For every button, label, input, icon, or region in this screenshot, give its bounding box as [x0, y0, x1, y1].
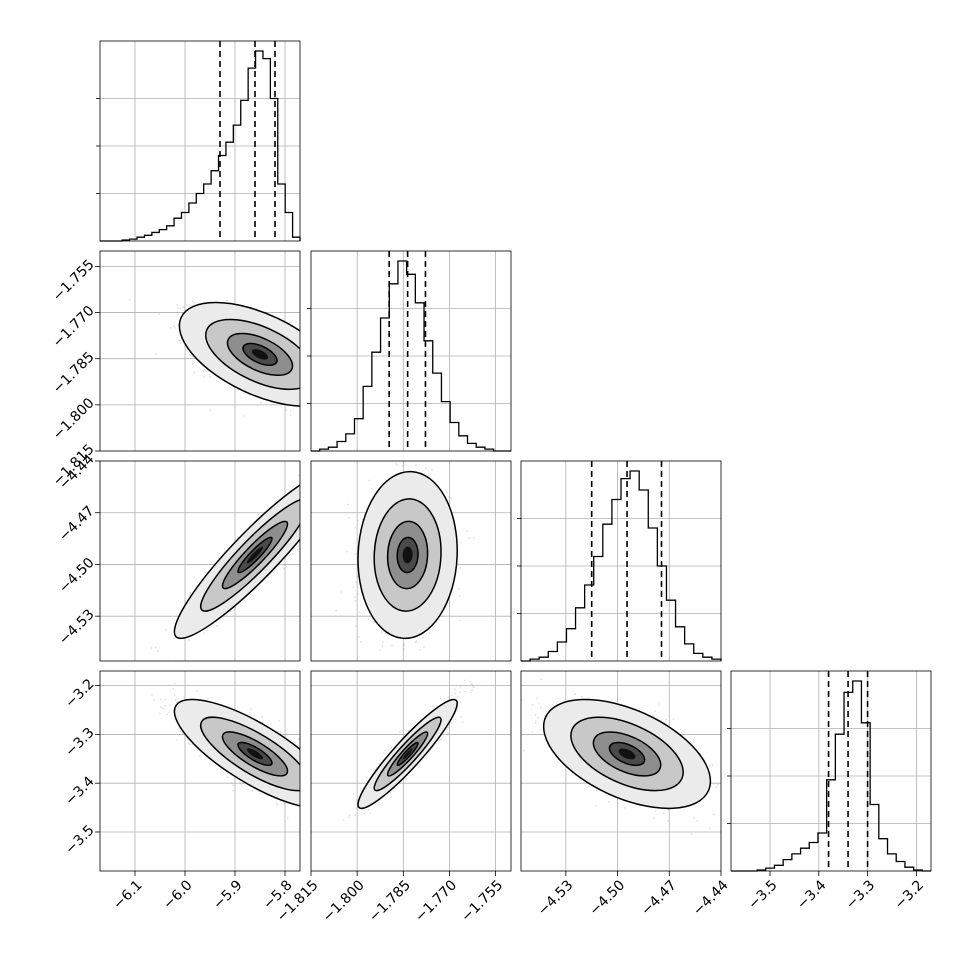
- xtick-label-p3-1: −4.50: [587, 877, 629, 919]
- density-fill-p1-p2-4: [251, 349, 269, 360]
- ytick-label-p4-3: −3.2: [62, 676, 97, 711]
- contour-p1-p4-2: [221, 731, 289, 777]
- contour-p1-p4-1: [199, 716, 300, 792]
- contour-p1-p2-1: [204, 318, 300, 391]
- ytick-label-p3-1: −4.50: [56, 555, 98, 597]
- panel-content-p1-p2: [128, 299, 300, 417]
- contour-p1-p2-3: [242, 342, 278, 367]
- density-fill-p1-p3-4: [246, 546, 264, 564]
- contour-p1-p2-0: [178, 301, 300, 408]
- xtick-label-p4-1: −3.4: [794, 877, 829, 912]
- xtick-label-p4-0: −3.5: [745, 877, 780, 912]
- contour-p2-p3-3: [396, 536, 419, 574]
- density-panel-p1-p2: [99, 250, 301, 452]
- axes-frame-hist-p2: [310, 250, 512, 452]
- axes-frame-hist-p3: [520, 460, 722, 662]
- xtick-label-p4-3: −3.2: [892, 877, 927, 912]
- ytick-label-p2-1: −1.800: [50, 395, 98, 443]
- axes-frame-hist-p1: [99, 40, 301, 242]
- contour-p1-p4-3: [237, 741, 273, 767]
- panel-content-p3-p4: [521, 678, 721, 835]
- xtick-label-p1-2: −5.9: [210, 877, 245, 912]
- density-fill-p2-p3-4: [402, 546, 413, 564]
- density-fill-p2-p4-4: [402, 748, 413, 760]
- density-panel-p1-p4: [99, 670, 301, 872]
- ytick-label-p2-3: −1.770: [50, 303, 98, 351]
- density-fill-p1-p4-4: [246, 748, 264, 760]
- ytick-label-p2-2: −1.785: [50, 349, 98, 397]
- hist-panel-p4: [727, 670, 932, 872]
- ytick-label-p3-0: −4.53: [56, 607, 98, 649]
- histogram-p2: [311, 260, 511, 452]
- contour-p2-p3-1: [373, 498, 442, 612]
- ytick-label-p3-2: −4.47: [56, 503, 98, 545]
- xtick-label-p1-0: −6.1: [110, 877, 145, 912]
- ytick-label-p4-2: −3.3: [62, 725, 97, 760]
- histogram-p3: [521, 470, 722, 662]
- panel-content-p2-p3: [335, 461, 475, 661]
- contour-p1-p3-3: [237, 536, 273, 574]
- xtick-label-p4-2: −3.3: [843, 877, 878, 912]
- histogram-p1: [100, 50, 301, 242]
- histogram-p4: [731, 680, 931, 872]
- density-panel-p2-p4: [310, 670, 512, 872]
- axes-frame-p2-p4: [310, 670, 512, 872]
- contour-p2-p4-2: [386, 731, 429, 777]
- contour-p1-p3-2: [221, 520, 289, 590]
- xtick-label-p1-1: −6.0: [160, 877, 195, 912]
- xtick-label-p3-3: −4.44: [690, 877, 732, 919]
- density-panel-p1-p3: [99, 460, 301, 662]
- contour-p3-p4-2: [592, 731, 662, 777]
- panel-content-p1-p3: [150, 470, 300, 661]
- contour-p1-p2-2: [226, 332, 294, 377]
- density-panel-p2-p3: [310, 460, 512, 662]
- panel-content-p2-p4: [342, 679, 475, 821]
- contour-p2-p4-1: [373, 716, 442, 792]
- axes-frame-p1-p2: [99, 250, 301, 452]
- panel-content-p1-p4: [151, 682, 300, 819]
- contour-p2-p4-3: [396, 741, 419, 767]
- xtick-label-p2-3: −1.770: [412, 877, 460, 925]
- contour-p2-p3-0: [357, 470, 458, 640]
- ytick-label-p4-0: −3.5: [62, 822, 97, 857]
- contour-p2-p4-0: [357, 698, 458, 810]
- hist-panel-p1: [96, 40, 301, 242]
- axes-frame-p1-p4: [99, 670, 301, 872]
- contour-p3-p4-1: [570, 716, 684, 792]
- contour-p1-p3-1: [199, 498, 300, 612]
- contour-p3-p4-3: [608, 741, 646, 767]
- hist-panel-p3: [517, 460, 722, 662]
- xtick-label-p2-1: −1.800: [320, 877, 368, 925]
- axes-frame-p2-p3: [310, 460, 512, 662]
- xtick-label-p3-2: −4.47: [638, 877, 680, 919]
- contour-p1-p3-0: [173, 470, 300, 640]
- xtick-label-p3-0: −4.53: [535, 877, 577, 919]
- axes-frame-hist-p4: [730, 670, 932, 872]
- contour-p2-p3-2: [386, 520, 429, 590]
- axes-frame-p3-p4: [520, 670, 722, 872]
- ytick-label-p4-1: −3.4: [62, 773, 97, 808]
- density-panel-p3-p4: [520, 670, 722, 872]
- xtick-label-p2-4: −1.755: [458, 877, 506, 925]
- contour-p1-p4-0: [173, 698, 300, 810]
- hist-panel-p2: [307, 250, 512, 452]
- xtick-label-p2-2: −1.785: [366, 877, 414, 925]
- axes-frame-p1-p3: [99, 460, 301, 662]
- ytick-label-p2-4: −1.755: [50, 257, 98, 305]
- contour-p3-p4-0: [542, 698, 712, 810]
